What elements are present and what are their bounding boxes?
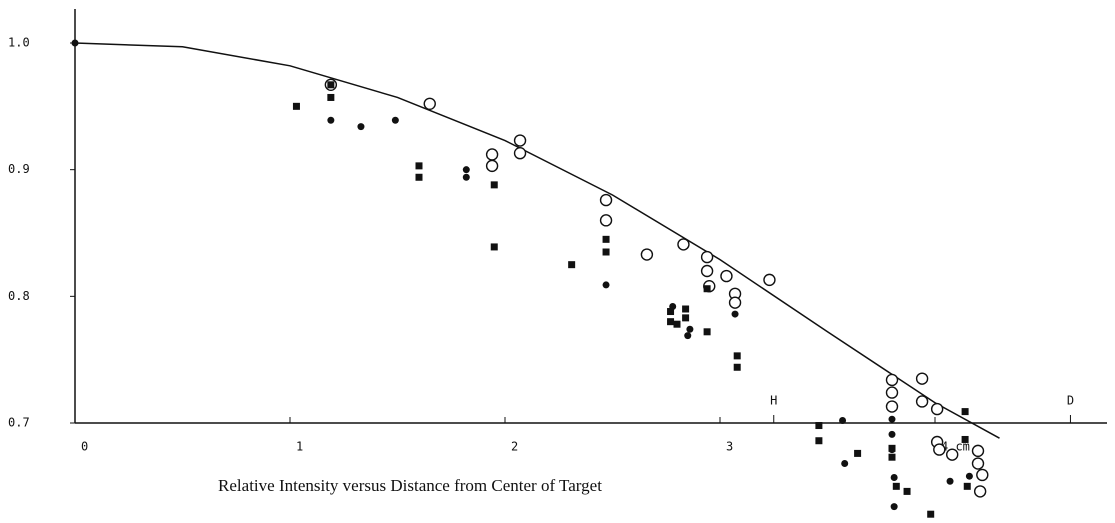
square-point (733, 352, 741, 360)
dot-point (602, 281, 610, 289)
annotation: H (770, 394, 777, 408)
dot-point (71, 39, 79, 47)
square-point (892, 482, 900, 490)
square-point (703, 328, 711, 336)
square-point (682, 305, 690, 313)
dot-point (888, 446, 896, 454)
open-circle-point (885, 386, 899, 399)
open-circle-point (763, 273, 776, 287)
dot-point (888, 430, 896, 438)
square-point (888, 453, 896, 461)
open-circle-point (930, 402, 944, 416)
open-circle-point (700, 250, 714, 264)
y-tick-label: 1.0 (8, 36, 30, 50)
square-point (667, 308, 675, 316)
square-point (815, 437, 823, 445)
square-point (854, 449, 862, 457)
open-circle-point (915, 395, 929, 408)
dot-point (391, 116, 399, 124)
dot-point (946, 477, 954, 485)
open-circle-point (885, 400, 899, 413)
open-circle-point (885, 373, 899, 387)
square-point (673, 320, 681, 328)
x-tick-label: 1 (296, 440, 303, 454)
open-circle-point (973, 485, 987, 498)
annotation: D (1067, 394, 1074, 408)
square-point (961, 408, 969, 416)
x-tick-label: 3 (726, 440, 733, 454)
square-point (415, 162, 423, 170)
square-point (703, 285, 711, 293)
open-circle-point (599, 193, 613, 207)
square-point (667, 318, 675, 326)
square-point (961, 435, 969, 443)
x-tick-label: 4 cm. (941, 440, 977, 454)
square-point (602, 235, 610, 243)
curve (74, 42, 1000, 439)
open-circle-point (976, 468, 989, 482)
square-point (490, 181, 498, 189)
open-circle-point (485, 159, 499, 173)
square-point (415, 173, 423, 181)
y-tick-label: 0.9 (8, 162, 30, 176)
open-circle-point (485, 148, 499, 161)
open-circle-point (700, 264, 714, 278)
open-circle-point (513, 146, 527, 160)
open-circle-point (971, 444, 985, 458)
chart-title: Relative Intensity versus Distance from … (218, 476, 602, 495)
dot-point (965, 472, 973, 480)
square-point (568, 261, 576, 269)
square-point (903, 487, 911, 495)
dot-point (890, 473, 898, 481)
dot-point (888, 415, 896, 423)
square-point (682, 314, 690, 322)
open-circle-point (933, 443, 946, 456)
open-circle-point (720, 269, 733, 283)
dot-point (731, 310, 739, 318)
square-point (963, 482, 971, 490)
dot-point (839, 416, 847, 424)
square-point (490, 243, 498, 251)
open-circle-point (513, 134, 527, 147)
dot-point (462, 173, 470, 181)
square-point (327, 93, 335, 101)
dot-point (684, 332, 692, 340)
y-tick-label: 0.7 (8, 416, 30, 430)
dot-point (357, 123, 365, 131)
dot-point (327, 116, 335, 124)
open-circle-point (599, 214, 613, 227)
square-point (327, 81, 335, 89)
square-point (927, 510, 935, 518)
square-point (292, 102, 300, 110)
open-circle-point (423, 97, 436, 111)
square-point (602, 248, 610, 256)
dot-point (890, 503, 898, 511)
open-circle-point (677, 238, 690, 251)
x-tick-label: 0 (81, 440, 88, 454)
dot-point (686, 325, 694, 333)
open-circle-point (640, 248, 654, 261)
y-tick-label: 0.8 (8, 289, 30, 303)
open-circle-point (915, 372, 929, 385)
open-circle-point (946, 448, 959, 461)
open-circle-point (728, 296, 742, 309)
dot-point (841, 460, 849, 468)
square-point (733, 363, 741, 371)
dot-point (462, 166, 470, 174)
square-point (815, 422, 823, 430)
x-tick-label: 2 (511, 440, 518, 454)
dot-point (669, 302, 677, 310)
open-circle-point (971, 457, 985, 470)
